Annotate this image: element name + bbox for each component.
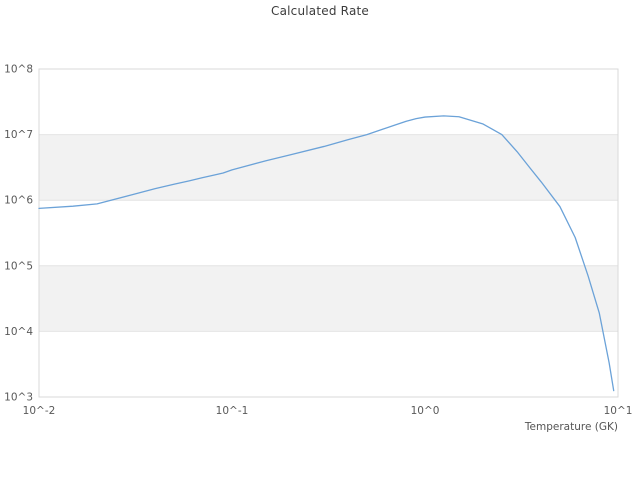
x-tick-label: 10^-1 [216,405,249,417]
plot-frame [38,68,619,398]
x-tick-label: 10^-2 [23,405,56,417]
x-tick-label: 10^0 [411,405,440,417]
y-tick-label: 10^3 [4,392,33,404]
x-tick-label: 10^1 [604,405,633,417]
y-tick-label: 10^4 [4,326,33,338]
decade-shading-band [39,265,618,332]
rate-curve [38,115,615,392]
y-tick-label: 10^8 [4,64,33,76]
y-tick-label: 10^7 [4,129,33,141]
decade-shading-band [39,134,618,201]
x-axis-title: Temperature (GK) [524,421,618,433]
chart-title: Calculated Rate [271,4,369,18]
y-tick-label: 10^6 [4,195,33,207]
y-tick-label: 10^5 [4,260,33,272]
